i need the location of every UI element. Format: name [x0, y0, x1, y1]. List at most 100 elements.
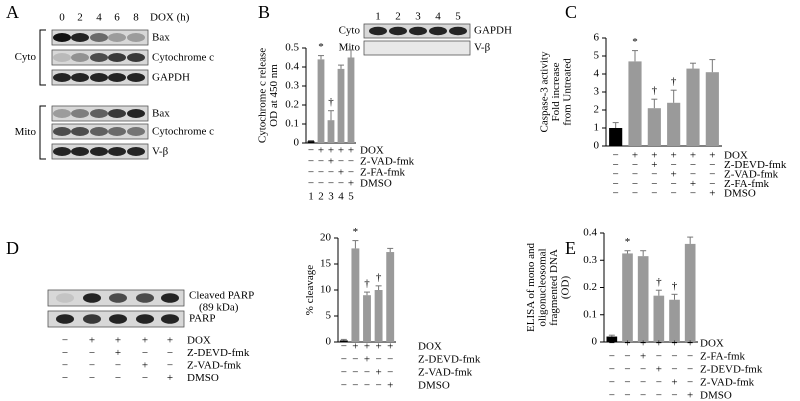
- treatment-sign: +: [656, 338, 662, 350]
- treatment-sign: −: [142, 372, 148, 384]
- treatment-sign: −: [613, 169, 619, 181]
- y-axis-label-line: % cleavage: [304, 265, 316, 315]
- treatment-name: Z-VAD-fmk: [187, 360, 242, 372]
- blot-row-label: Cleaved PARP: [189, 290, 254, 302]
- panel-letter: E: [565, 238, 576, 258]
- blot-band: [161, 293, 179, 303]
- treatment-sign: +: [89, 335, 95, 347]
- treatment-sign: −: [690, 188, 696, 200]
- treatment-name: Z-VAD-fmk: [418, 367, 473, 379]
- blot-row-label: (89 kDa): [199, 302, 239, 314]
- y-axis-label: % cleavage: [304, 265, 316, 315]
- treatment-sign: +: [656, 364, 662, 376]
- treatment-sign: −: [352, 367, 358, 379]
- y-axis-label: Cytochrome c releaseOD at 450 nm: [256, 48, 280, 143]
- blot-band: [53, 127, 71, 136]
- group-label: Cyto: [15, 51, 37, 63]
- treatment-sign: −: [609, 364, 615, 376]
- treatment-sign: −: [690, 169, 696, 181]
- treatment-name: DOX: [724, 150, 748, 162]
- treatment-sign: −: [318, 167, 324, 179]
- treatment-sign: −: [687, 377, 693, 389]
- blot-row-label: V-β: [152, 146, 169, 158]
- y-axis-label-line: OD at 450 nm: [267, 64, 279, 127]
- significance-mark: †: [364, 278, 370, 290]
- blot-band: [127, 147, 145, 156]
- treatment-sign: −: [651, 169, 657, 181]
- blot-band: [56, 314, 74, 324]
- y-axis-label: Caspase-3 activityFold increasefrom Untr…: [538, 51, 573, 132]
- treatment-sign: −: [624, 390, 630, 401]
- y-tick-label: 1: [594, 122, 600, 134]
- treatment-sign: +: [142, 360, 148, 372]
- blot-band: [108, 109, 126, 118]
- blot-band: [449, 26, 467, 36]
- blot-band: [83, 314, 101, 324]
- treatment-sign: −: [375, 354, 381, 366]
- treatment-sign: −: [709, 178, 715, 190]
- treatment-sign: −: [671, 178, 677, 190]
- blot-band: [127, 73, 145, 82]
- bar: [669, 299, 680, 342]
- y-tick-label: 0.1: [583, 308, 597, 320]
- treatment-sign: −: [651, 178, 657, 190]
- treatment-sign: +: [671, 338, 677, 350]
- treatment-sign: −: [341, 380, 347, 392]
- y-tick-label: 0.1: [285, 118, 299, 130]
- treatment-sign: −: [62, 372, 68, 384]
- treatment-name: DMSO: [418, 380, 450, 392]
- bar: [653, 295, 665, 342]
- treatment-sign: +: [632, 150, 638, 162]
- blot-band: [369, 26, 387, 36]
- significance-mark: *: [625, 236, 631, 248]
- treatment-sign: +: [328, 156, 334, 168]
- treatment-sign: +: [640, 338, 646, 350]
- blot-band: [109, 293, 127, 303]
- blot-row-label: V-β: [474, 42, 491, 54]
- significance-mark: †: [376, 271, 382, 283]
- panel-letter: A: [6, 2, 19, 22]
- treatment-sign: −: [709, 159, 715, 171]
- lane-number: 4: [338, 191, 344, 203]
- significance-mark: †: [328, 96, 334, 108]
- lane-number: 5: [348, 191, 354, 203]
- bar: [363, 295, 371, 342]
- blot-band: [127, 33, 145, 42]
- treatment-sign: +: [364, 341, 370, 353]
- bar: [606, 336, 618, 342]
- treatment-sign: +: [687, 390, 693, 401]
- treatment-sign: +: [167, 335, 173, 347]
- treatment-name: DOX: [360, 145, 384, 157]
- bar: [386, 252, 395, 342]
- treatment-sign: −: [328, 178, 334, 190]
- treatment-sign: −: [387, 367, 393, 379]
- lane-number: 3: [328, 191, 334, 203]
- treatment-name: DMSO: [700, 390, 732, 401]
- treatment-sign: −: [609, 390, 615, 401]
- treatment-sign: −: [167, 347, 173, 359]
- bar: [647, 108, 661, 146]
- bar: [337, 68, 345, 143]
- blot-band: [127, 53, 145, 62]
- blot-band: [90, 53, 108, 62]
- treatment-sign: −: [613, 188, 619, 200]
- bar: [339, 340, 348, 342]
- lane-label: 0: [59, 12, 65, 24]
- y-tick-label: 0: [294, 137, 300, 149]
- treatment-sign: +: [671, 377, 677, 389]
- y-axis-label-line: fragmented DNA: [547, 249, 559, 326]
- treatment-sign: +: [142, 335, 148, 347]
- treatment-sign: −: [632, 178, 638, 190]
- treatment-name: DOX: [418, 341, 442, 353]
- y-axis-label-line: Caspase-3 activity: [538, 51, 550, 132]
- y-tick-label: 0: [594, 140, 600, 152]
- group-bracket: [39, 29, 46, 86]
- panel-letter: D: [6, 238, 19, 258]
- blot-row-label: GAPDH: [474, 25, 512, 37]
- treatment-sign: −: [609, 377, 615, 389]
- blot-row-label: Bax: [152, 108, 170, 120]
- blot-band: [108, 127, 126, 136]
- y-axis-label-line: (OD): [559, 276, 571, 300]
- treatment-sign: +: [690, 178, 696, 190]
- treatment-name: DMSO: [724, 188, 756, 200]
